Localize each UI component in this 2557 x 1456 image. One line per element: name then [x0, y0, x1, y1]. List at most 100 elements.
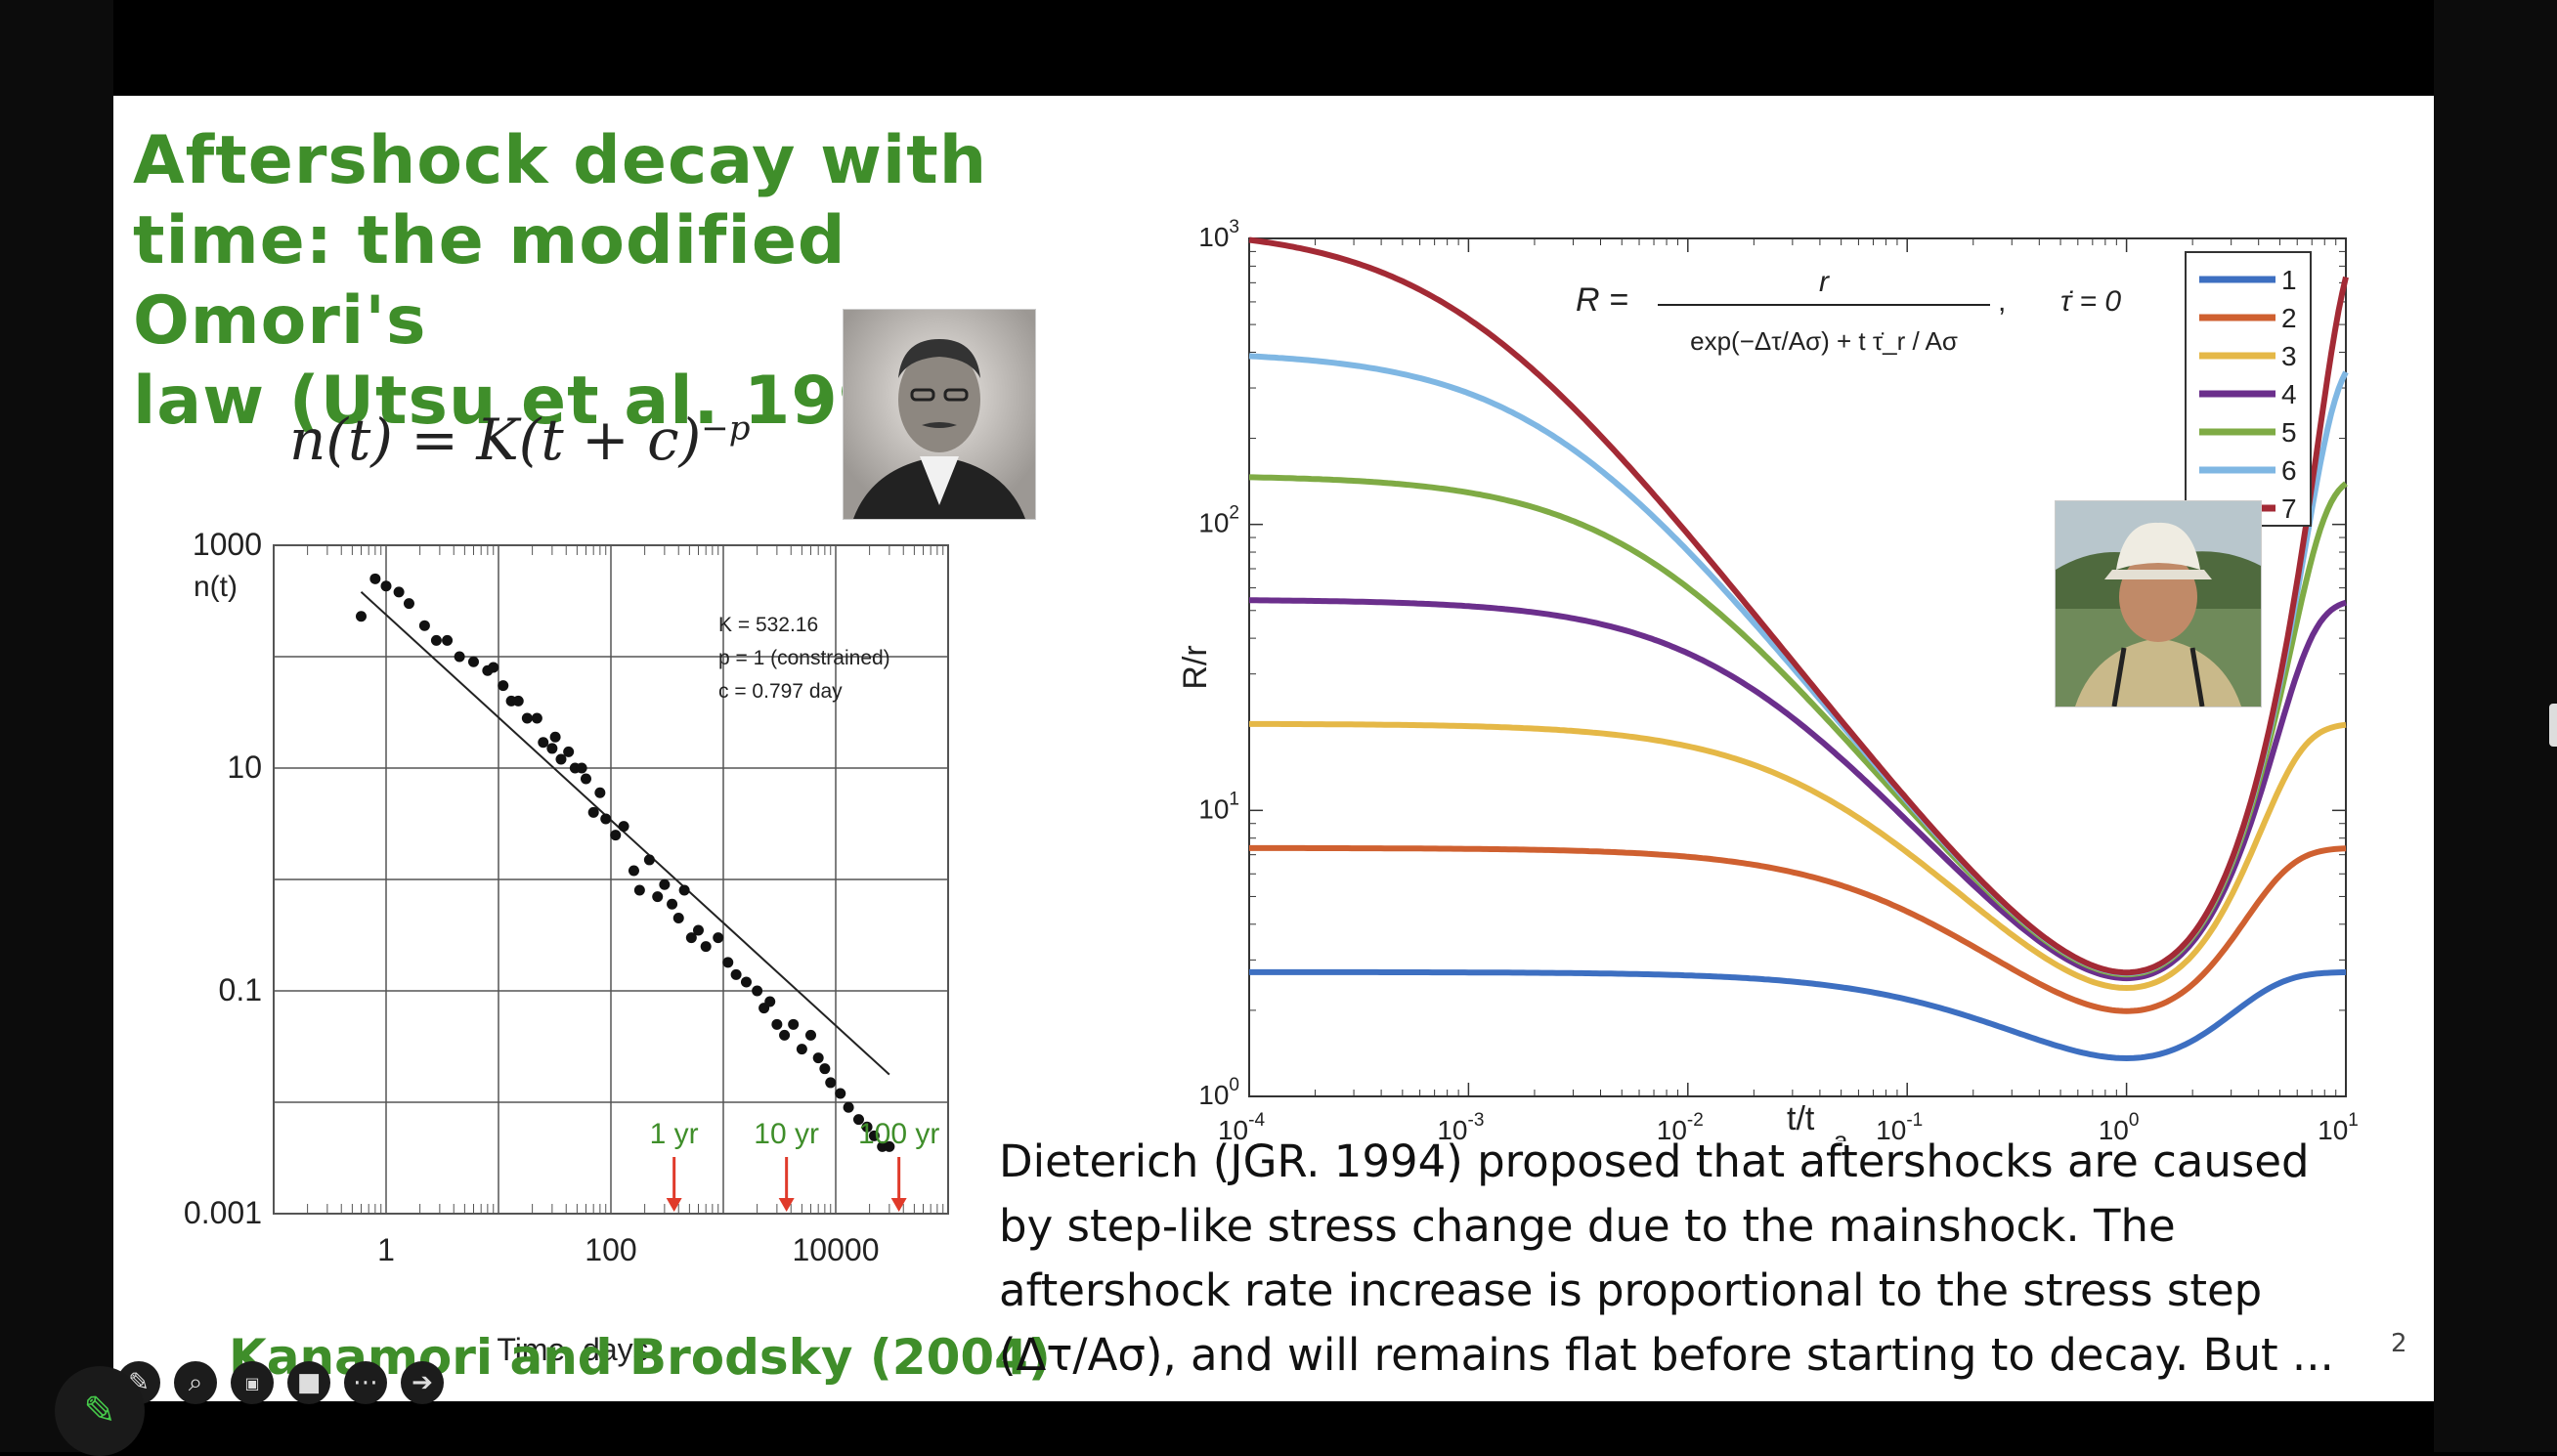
- equation-denominator: exp(−Δτ/Aσ) + t τ̇_r / Aσ: [1690, 326, 1958, 356]
- omori-data-point: [764, 996, 776, 1007]
- omori-data-point: [380, 580, 392, 592]
- omori-data-point: [488, 662, 499, 673]
- omori-data-point: [403, 598, 414, 610]
- omori-formula: n(t) = K(t + c)−p: [289, 407, 751, 473]
- legend-label-1: 1: [2281, 265, 2297, 295]
- viewer-toolbar: ✎ ⌕ ▣ ■ ⋯ ➔: [117, 1349, 444, 1417]
- omori-data-point: [610, 830, 622, 841]
- dieterich-xtick-label: 100: [2099, 1110, 2140, 1141]
- omori-data-point: [430, 634, 442, 646]
- omori-fit-param-p: p = 1 (constrained): [718, 647, 890, 669]
- omori-data-point: [628, 865, 639, 877]
- omori-data-point: [521, 712, 533, 724]
- next-arrow-icon[interactable]: ➔: [401, 1361, 444, 1404]
- omori-data-point: [771, 1018, 783, 1030]
- viewer-left-margin: [0, 0, 113, 1452]
- omori-plot-frame: [273, 544, 949, 1215]
- omori-data-point: [804, 1029, 816, 1041]
- omori-fit-line: [360, 591, 890, 1076]
- omori-data-point: [788, 1018, 800, 1030]
- omori-formula-exponent: −p: [701, 408, 751, 449]
- omori-data-point: [498, 680, 509, 692]
- screen-icon[interactable]: ■: [287, 1361, 330, 1404]
- omori-data-point: [633, 884, 645, 896]
- captions-icon[interactable]: ▣: [231, 1361, 274, 1404]
- omori-data-point: [594, 787, 606, 798]
- omori-data-point: [672, 913, 684, 924]
- omori-data-point: [678, 884, 690, 896]
- dieterich-ylabel: R/r: [1177, 645, 1214, 689]
- equation-numerator: r: [1819, 266, 1830, 298]
- description-line-4: (Δτ/Aσ), and will remains flat before st…: [999, 1329, 2334, 1381]
- omori-data-point: [700, 941, 712, 953]
- omori-data-point: [538, 737, 549, 749]
- omori-data-point: [825, 1077, 837, 1089]
- dieterich-series-line-3: [1249, 720, 2347, 992]
- dieterich-legend: 1 2 3 4 5 6 7: [2185, 251, 2312, 527]
- dieterich-series-line-4: [1249, 597, 2347, 982]
- dieterich-xtick-label: 10-2: [1657, 1110, 1704, 1141]
- omori-data-point: [852, 1114, 864, 1126]
- dieterich-ytick-label: 102: [1198, 503, 1239, 538]
- annotate-pen-icon[interactable]: ✎: [55, 1366, 145, 1456]
- omori-data-point: [467, 656, 479, 667]
- omori-data-point: [580, 773, 591, 785]
- omori-data-point: [730, 968, 742, 980]
- omori-ytick-label: 10: [227, 749, 262, 785]
- dieterich-xlabel: t/t: [1787, 1100, 1815, 1137]
- omori-xlabel: Time, days: [497, 1332, 648, 1367]
- omori-data-point: [796, 1044, 807, 1055]
- omori-data-point: [393, 586, 405, 598]
- description-line-3: aftershock rate increase is proportional…: [999, 1264, 2263, 1316]
- description-line-1: Dieterich (JGR. 1994) proposed that afte…: [999, 1135, 2310, 1187]
- omori-data-point: [454, 651, 465, 663]
- omori-data-point: [868, 1130, 880, 1141]
- legend-label-2: 2: [2281, 303, 2297, 333]
- dieterich-xtick-label: 10-4: [1218, 1110, 1265, 1141]
- omori-time-marker-label: 1 yr: [650, 1118, 699, 1150]
- legend-label-6: 6: [2281, 455, 2297, 486]
- omori-ytick-label: 1000: [193, 527, 262, 562]
- omori-xtick-label: 1: [377, 1232, 395, 1267]
- dieterich-xtick-label: 101: [2318, 1110, 2359, 1141]
- omori-data-point: [659, 878, 671, 890]
- legend-label-7: 7: [2281, 493, 2297, 524]
- omori-data-point: [779, 1029, 791, 1041]
- omori-data-point: [843, 1101, 854, 1113]
- omori-data-point: [600, 813, 612, 825]
- omori-ylabel: n(t): [194, 571, 238, 603]
- omori-time-marker-arrowhead: [666, 1198, 682, 1212]
- omori-data-point: [618, 821, 629, 833]
- dieterich-ytick-label: 101: [1198, 789, 1239, 824]
- search-icon[interactable]: ⌕: [174, 1361, 217, 1404]
- omori-data-point: [576, 762, 587, 774]
- dieterich-xlabel-sub: a: [1834, 1126, 1848, 1141]
- side-panel-handle[interactable]: [2549, 704, 2557, 747]
- omori-portrait: [843, 309, 1036, 520]
- omori-data-point: [667, 898, 678, 910]
- more-icon[interactable]: ⋯: [344, 1361, 387, 1404]
- omori-data-point: [549, 731, 561, 743]
- omori-fit-param-k: K = 532.16: [718, 614, 818, 636]
- description-line-2: by step-like stress change due to the ma…: [999, 1200, 2176, 1252]
- dieterich-series-line-1: [1249, 968, 2346, 1062]
- omori-time-marker-label: 100 yr: [858, 1118, 939, 1150]
- svg-text:,: ,: [1998, 285, 2006, 318]
- omori-data-point: [652, 891, 664, 903]
- omori-data-point: [819, 1063, 831, 1075]
- omori-data-point: [884, 1140, 895, 1152]
- omori-data-point: [752, 985, 763, 997]
- omori-data-point: [355, 611, 367, 622]
- dieterich-ytick-label: 103: [1198, 217, 1239, 252]
- legend-label-4: 4: [2281, 379, 2297, 409]
- omori-data-point: [555, 753, 567, 765]
- dieterich-xtick-label: 10-1: [1876, 1110, 1923, 1141]
- omori-time-marker-label: 10 yr: [754, 1118, 819, 1150]
- omori-data-point: [643, 854, 655, 866]
- omori-data-point: [418, 620, 430, 631]
- omori-formula-main: n(t) = K(t + c): [289, 407, 702, 473]
- omori-data-point: [587, 806, 599, 818]
- omori-data-point: [740, 976, 752, 988]
- omori-data-point: [861, 1121, 873, 1133]
